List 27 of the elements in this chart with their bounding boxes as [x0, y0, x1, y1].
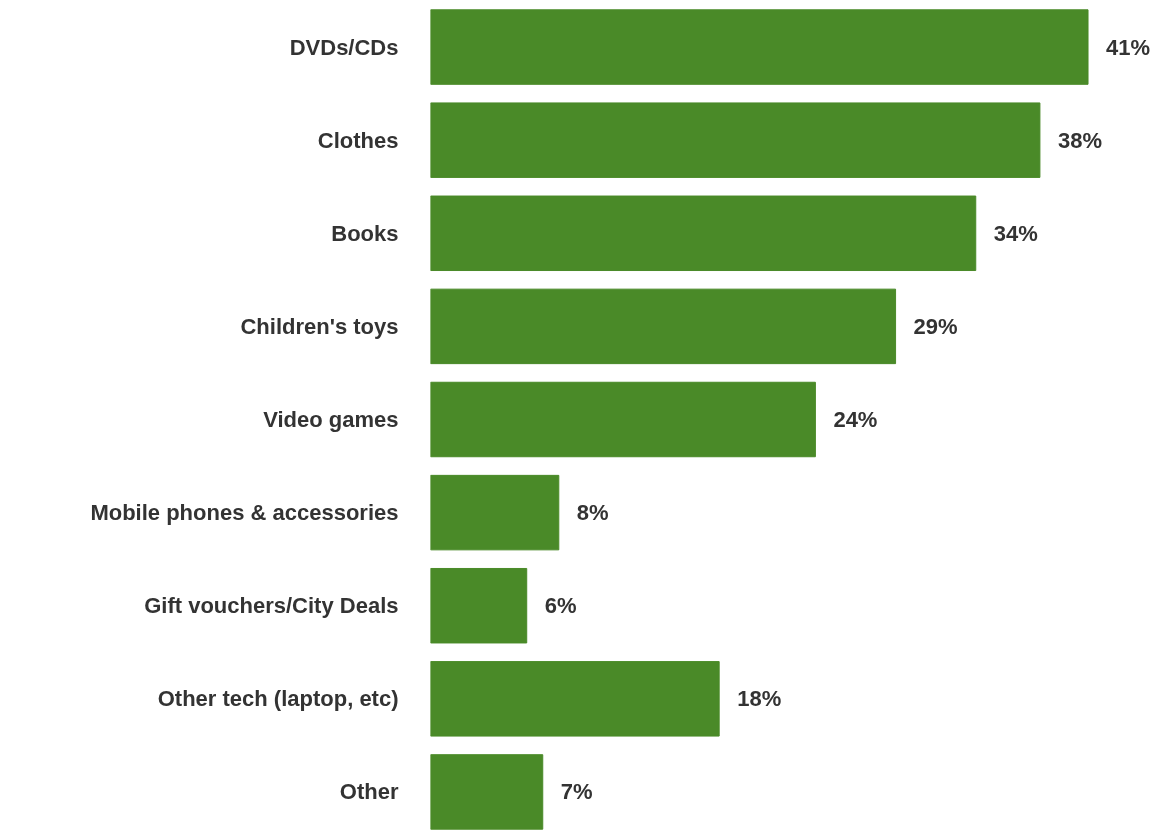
- data-label: 34%: [993, 220, 1038, 246]
- y-tick-label: Other tech (laptop, etc): [157, 686, 399, 712]
- y-tick-label: Books: [331, 220, 399, 246]
- data-label: 8%: [576, 500, 609, 526]
- data-label: 6%: [544, 593, 577, 619]
- data-label: 7%: [560, 779, 593, 805]
- bar: [430, 9, 1089, 85]
- data-label: 29%: [913, 313, 958, 339]
- y-tick-label: DVDs/CDs: [289, 34, 399, 60]
- bar: [430, 567, 528, 644]
- y-tick-label: Clothes: [317, 127, 399, 153]
- bar: [430, 102, 1041, 178]
- y-tick-label: Mobile phones & accessories: [90, 500, 399, 526]
- data-label: 18%: [737, 686, 782, 712]
- y-tick-label: Video games: [263, 407, 399, 432]
- bar: [430, 754, 544, 830]
- bar: [430, 381, 816, 458]
- y-tick-label: Children's toys: [240, 313, 399, 339]
- bar: [430, 661, 720, 737]
- data-label: 41%: [1106, 34, 1151, 60]
- data-label: 24%: [833, 407, 878, 432]
- y-tick-label: Other: [339, 779, 399, 805]
- bar: [430, 195, 977, 272]
- y-tick-label: Gift vouchers/City Deals: [144, 593, 399, 619]
- data-label: 38%: [1057, 127, 1102, 153]
- bar: [430, 288, 897, 365]
- bar: [430, 474, 560, 551]
